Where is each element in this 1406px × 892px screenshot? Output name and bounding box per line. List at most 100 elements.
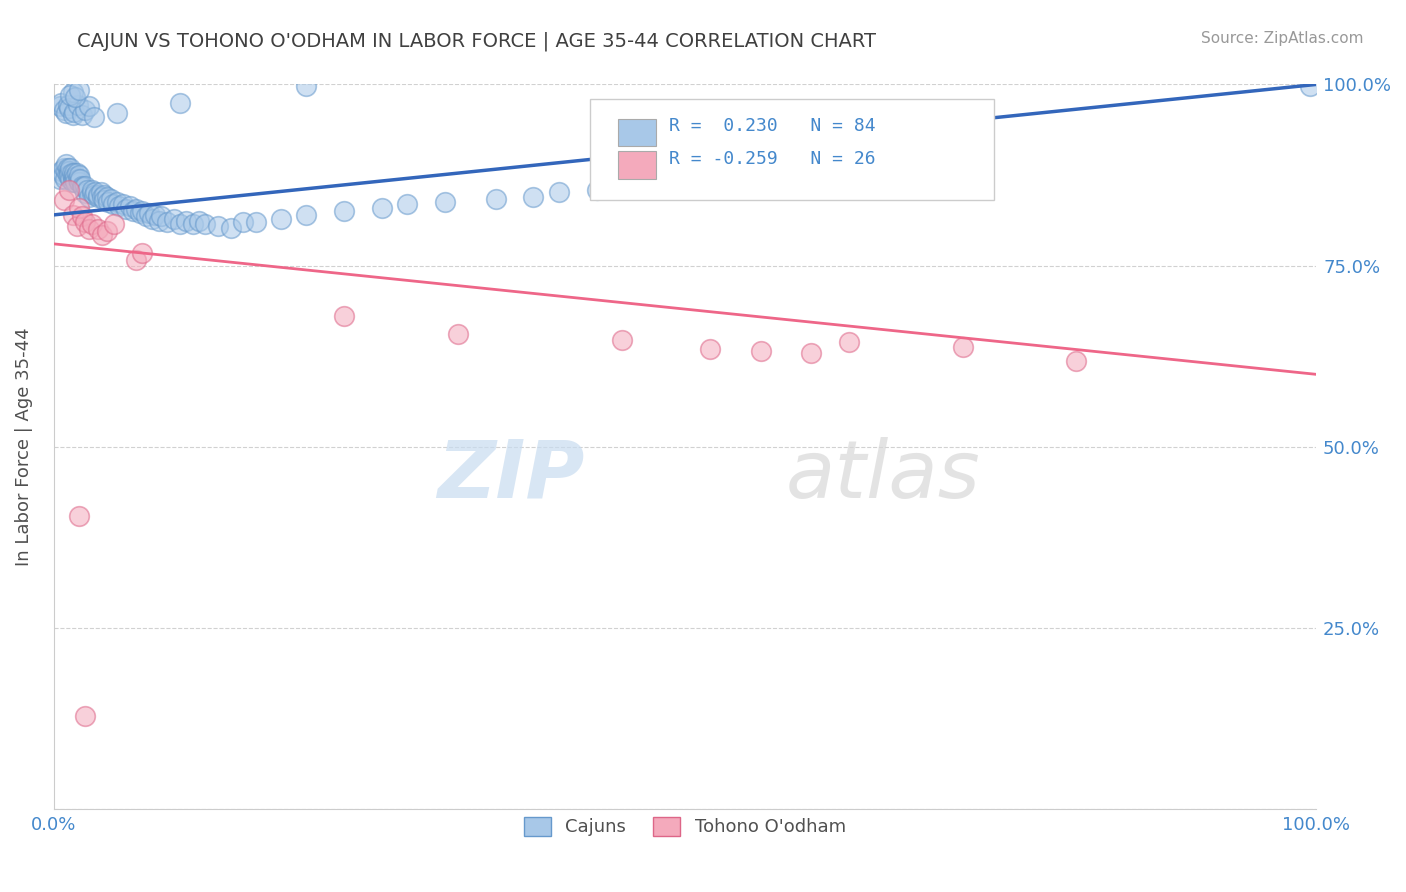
Point [295,208,318,222]
Point [1064,354,1087,368]
Point [63,171,86,186]
FancyBboxPatch shape [591,99,994,201]
Point [108,199,131,213]
Point [194,217,217,231]
Point [163,211,186,226]
Point [100,192,122,206]
Point [56,161,79,175]
Point [103,217,125,231]
Point [65,170,87,185]
Point [371,201,394,215]
Point [585,182,607,196]
Point [96,224,118,238]
Point [90,185,112,199]
Text: R = -0.259   N = 26: R = -0.259 N = 26 [668,150,875,168]
Point [114,202,136,216]
Point [83,187,105,202]
Point [77,222,100,236]
FancyBboxPatch shape [619,119,657,146]
Point [156,215,179,229]
Point [522,190,544,204]
Point [118,199,141,213]
Point [65,90,87,104]
Point [125,202,148,216]
Point [70,210,93,224]
FancyBboxPatch shape [619,151,657,178]
Point [83,110,105,124]
Point [90,228,112,243]
Point [87,187,110,202]
Point [699,342,721,356]
Point [333,310,356,324]
Point [131,245,153,260]
Point [49,171,72,186]
Point [77,99,100,113]
Point [75,103,97,117]
Point [138,206,160,220]
Point [169,95,191,110]
Point [101,197,124,211]
Point [65,219,87,233]
Point [93,187,115,202]
Point [169,217,191,231]
Point [60,166,83,180]
Point [70,178,93,193]
Point [150,210,173,224]
Point [67,175,90,189]
Point [66,171,89,186]
Point [80,186,103,201]
Point [128,206,150,220]
Point [219,221,242,235]
Point [80,217,103,231]
Point [62,170,84,185]
Point [87,190,110,204]
Point [67,201,90,215]
Point [62,208,84,222]
Point [72,180,94,194]
Point [484,192,506,206]
Point [434,194,457,209]
Point [93,194,115,208]
Point [396,197,419,211]
Point [176,213,198,227]
Point [800,345,823,359]
Point [148,213,170,227]
Point [75,186,97,201]
Point [62,108,84,122]
Text: Source: ZipAtlas.com: Source: ZipAtlas.com [1201,31,1364,46]
Point [135,210,157,224]
Point [53,171,76,186]
Point [76,182,98,196]
Y-axis label: In Labor Force | Age 35-44: In Labor Force | Age 35-44 [15,327,32,566]
Point [59,161,82,175]
Point [62,175,84,189]
Point [87,222,110,236]
Point [447,327,470,342]
Point [333,204,356,219]
Point [51,95,73,110]
Point [749,344,772,359]
Text: R =  0.230   N = 84: R = 0.230 N = 84 [668,118,875,136]
Point [143,208,166,222]
Point [623,178,645,193]
Point [59,171,82,186]
Point [838,334,860,349]
Point [112,197,135,211]
Point [77,190,100,204]
Point [67,168,90,182]
Point [232,215,254,229]
Point [207,219,229,233]
Point [80,182,103,196]
Point [52,194,75,208]
Text: ZIP: ZIP [437,437,583,515]
Point [1299,78,1322,93]
Text: CAJUN VS TOHONO O'ODHAM IN LABOR FORCE | AGE 35-44 CORRELATION CHART: CAJUN VS TOHONO O'ODHAM IN LABOR FORCE |… [77,31,876,51]
Point [547,185,569,199]
Point [67,508,90,523]
Point [65,166,87,180]
Point [75,178,97,193]
Point [58,168,80,182]
Point [62,85,84,99]
Point [96,190,118,204]
Point [66,97,89,112]
